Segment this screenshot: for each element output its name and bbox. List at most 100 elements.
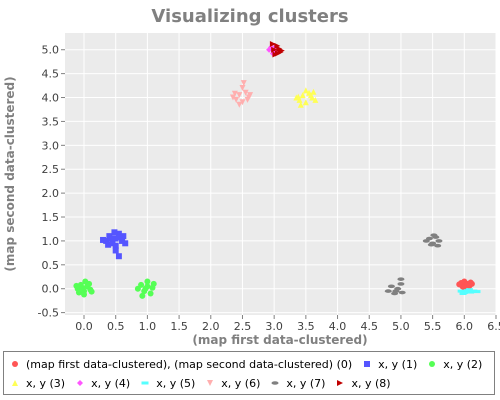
data-point [79,284,86,291]
data-point [119,237,126,244]
data-point [111,229,118,236]
chart-title: Visualizing clusters [151,6,348,27]
data-point [112,247,119,254]
y-tick-label: 1.5 [42,211,60,224]
x-tick-label: 6.5 [487,320,500,333]
legend-marker-series-5 [141,381,149,385]
data-point [299,92,306,99]
data-point [139,292,146,299]
series-2-points [73,278,157,299]
x-tick-label: 4.5 [360,320,378,333]
legend-label-series-6: x, y (6) [221,376,261,390]
data-point [244,96,251,103]
x-tick-label: 1.0 [139,320,157,333]
legend-label-series-8: x, y (8) [351,376,391,390]
series-5-points [457,288,481,295]
data-point [384,289,392,293]
data-point [115,253,122,260]
series-0-points [456,278,475,291]
data-point [115,230,122,237]
y-axis-ticks: -0.5 0.0 0.5 1.0 1.5 2.0 2.5 3.0 3.5 4.0 4.5 5.0 [38,44,65,320]
data-point [240,80,247,87]
legend-label-series-1: x, y (1) [378,357,418,371]
data-point [120,233,127,240]
data-point [86,280,93,287]
data-point [239,99,246,106]
y-tick-label: 0.0 [42,283,60,296]
x-tick-label: 3.0 [265,320,283,333]
data-point [75,289,82,296]
data-points [73,40,481,299]
data-point [430,233,438,237]
legend-item-series-4: x, y (4) [75,377,130,390]
data-point [312,96,319,103]
legend-label-series-2: x, y (2) [443,357,483,371]
x-tick-label: 0.0 [75,320,93,333]
data-point [427,242,435,247]
legend-label-series-0: (map first data-clustered), (map second … [26,357,353,371]
data-point [278,47,285,54]
plot-area [65,33,496,315]
chart-legend: (map first data-clustered), (map second … [3,351,495,395]
legend-row-1: (map first data-clustered), (map second … [4,355,486,373]
data-point [231,90,238,97]
data-point [387,284,395,289]
x-tick-label: 3.5 [297,320,315,333]
legend-item-series-1: x, y (1) [362,358,417,371]
legend-item-series-0: (map first data-clustered), (map second … [10,358,352,371]
y-tick-label: 4.0 [42,92,60,105]
data-point [435,239,443,243]
data-point [468,280,475,287]
data-point [310,88,317,95]
legend-marker-series-4 [77,380,84,386]
data-point [271,46,278,53]
data-point [434,243,442,248]
data-point [144,278,151,285]
data-point [392,289,400,293]
legend-row-2: x, y (3) x, y (4) x, y (5) x, y (6) x, y… [4,374,395,392]
legend-label-series-7: x, y (7) [286,376,326,390]
x-axis-ticks: 0.0 0.5 1.0 1.5 2.0 2.5 3.0 3.5 4.0 4.5 5.0 5.5 6.0 6… [75,315,500,333]
data-point [473,290,481,294]
x-tick-label: 0.5 [107,320,125,333]
data-point [247,92,254,99]
data-point [81,291,88,298]
y-tick-label: -0.5 [38,307,59,320]
x-tick-label: 5.0 [392,320,410,333]
x-tick-label: 4.0 [329,320,347,333]
x-tick-label: 2.5 [234,320,252,333]
data-point [149,284,156,291]
data-point [297,101,304,108]
data-point [307,92,314,99]
legend-item-series-5: x, y (5) [140,377,195,390]
data-point [103,237,110,244]
data-point [397,282,405,286]
data-point [229,94,236,101]
legend-item-series-8: x, y (8) [335,376,391,390]
series-8-points [269,40,285,58]
y-tick-label: 3.0 [42,139,60,152]
legend-marker-series-7 [271,381,279,385]
x-tick-label: 6.0 [456,320,474,333]
y-tick-label: 5.0 [42,44,60,57]
data-point [456,281,463,288]
series-6-points [229,80,254,108]
data-point [122,240,129,247]
legend-label-series-5: x, y (5) [156,376,196,390]
data-point [105,241,112,248]
y-tick-label: 3.5 [42,115,60,128]
data-point [109,240,116,247]
y-axis-label: (map second data-clustered) [3,76,17,271]
y-tick-label: 2.5 [42,163,60,176]
data-point [88,288,95,295]
data-point [274,50,281,57]
data-point [147,290,154,297]
y-tick-label: 1.0 [42,235,60,248]
data-point [107,235,114,242]
legend-marker-series-3 [12,380,18,386]
x-tick-label: 1.5 [170,320,188,333]
data-point [112,242,119,249]
data-point [73,282,80,289]
data-point [296,96,303,103]
series-7-points [384,233,443,296]
